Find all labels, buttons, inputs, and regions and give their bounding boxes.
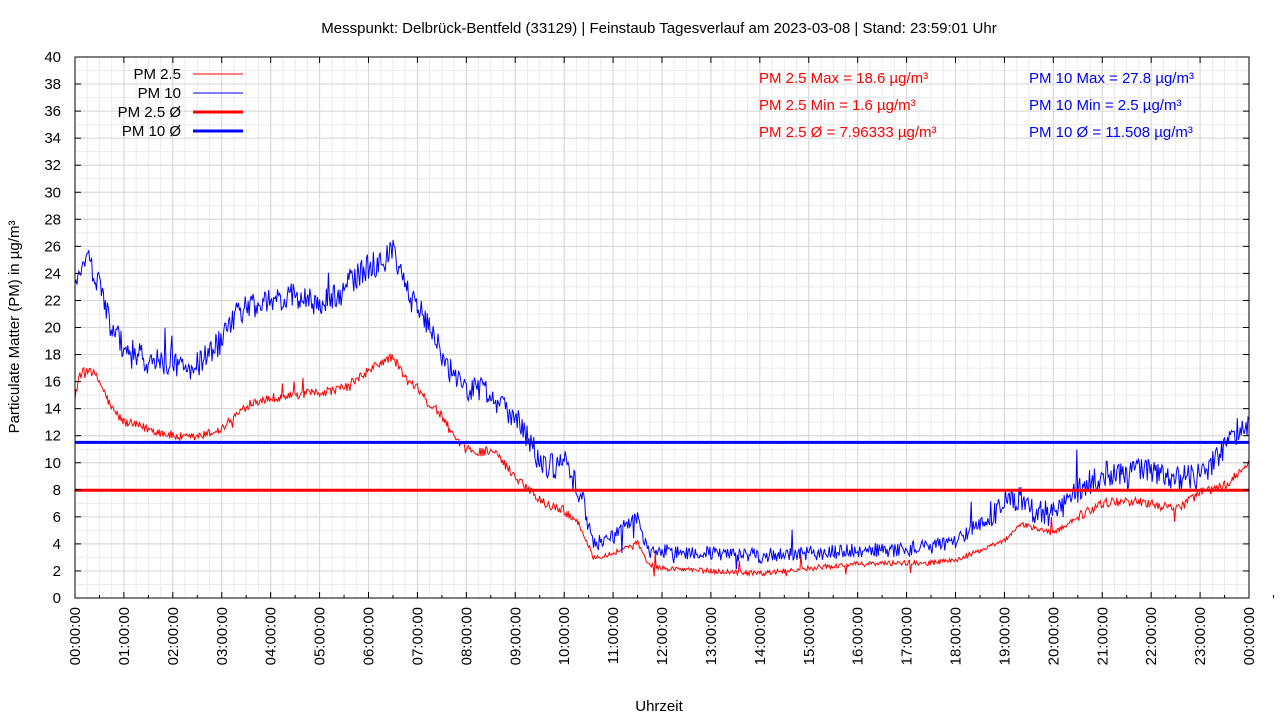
legend-label-pm10: PM 10 xyxy=(138,85,181,102)
y-tick-label: 14 xyxy=(44,401,61,418)
x-tick-label: 02:00:00 xyxy=(165,607,182,665)
y-tick-label: 10 xyxy=(44,455,61,472)
x-tick-label: 09:00:00 xyxy=(507,607,524,665)
y-tick-label: 6 xyxy=(53,509,61,526)
pm25-max-annotation: PM 2.5 Max = 18.6 µg/m³ xyxy=(759,70,928,87)
stats-annotations: PM 2.5 Max = 18.6 µg/m³ PM 2.5 Min = 1.6… xyxy=(759,70,1194,141)
x-tick-label: 11:00:00 xyxy=(605,607,622,664)
x-tick-label: 19:00:00 xyxy=(996,607,1013,665)
x-tick-label: 01:00:00 xyxy=(116,607,133,665)
x-axis-label: Uhrzeit xyxy=(635,698,683,715)
x-tick-label: 03:00:00 xyxy=(214,607,231,665)
x-tick-label: 00:00:00 xyxy=(1241,607,1258,665)
axis-ticks xyxy=(74,56,1274,599)
y-tick-label: 32 xyxy=(44,157,61,174)
y-axis-label: Particulate Matter (PM) in µg/m³ xyxy=(6,221,23,434)
y-tick-label: 20 xyxy=(44,320,61,337)
y-tick-label: 22 xyxy=(44,292,61,309)
legend: PM 2.5 PM 10 PM 2.5 Ø PM 10 Ø xyxy=(118,66,243,140)
series-line-pm10 xyxy=(74,239,1250,570)
y-tick-label: 0 xyxy=(53,590,61,607)
x-tick-label: 05:00:00 xyxy=(312,607,329,665)
x-tick-label: 00:00:00 xyxy=(67,607,84,665)
x-tick-label: 20:00:00 xyxy=(1045,607,1062,665)
y-tick-label: 28 xyxy=(44,211,61,228)
x-tick-label: 21:00:00 xyxy=(1094,607,1111,665)
pm10-min-annotation: PM 10 Min = 2.5 µg/m³ xyxy=(1029,97,1181,114)
y-tick-label: 24 xyxy=(44,265,61,282)
y-tick-label: 36 xyxy=(44,103,61,120)
y-tick-label: 8 xyxy=(53,482,61,499)
x-tick-label: 18:00:00 xyxy=(948,607,965,665)
x-tick-label: 17:00:00 xyxy=(899,607,916,665)
x-tick-label: 07:00:00 xyxy=(409,607,426,665)
y-tick-label: 4 xyxy=(53,536,61,553)
chart-title: Messpunkt: Delbrück-Bentfeld (33129) | F… xyxy=(321,20,996,37)
series-line-pm25 xyxy=(74,353,1250,578)
x-tick-label: 06:00:00 xyxy=(361,607,378,665)
x-tick-label: 23:00:00 xyxy=(1192,607,1209,665)
pm25-avg-annotation: PM 2.5 Ø = 7.96333 µg/m³ xyxy=(759,124,936,141)
y-tick-label: 30 xyxy=(44,184,61,201)
pm25-min-annotation: PM 2.5 Min = 1.6 µg/m³ xyxy=(759,97,916,114)
x-tick-label: 16:00:00 xyxy=(850,607,867,665)
x-tick-label: 14:00:00 xyxy=(752,607,769,665)
y-tick-label: 34 xyxy=(44,130,61,147)
y-tick-label: 38 xyxy=(44,76,61,93)
x-tick-label: 15:00:00 xyxy=(801,607,818,665)
series-layer xyxy=(74,239,1250,578)
x-tick-labels: 00:00:00 01:00:00 02:00:00 03:00:00 04:00:00… xyxy=(67,607,1258,665)
x-tick-label: 12:00:00 xyxy=(654,607,671,665)
x-tick-label: 04:00:00 xyxy=(263,607,280,665)
legend-label-pm25-avg: PM 2.5 Ø xyxy=(118,104,182,121)
y-tick-label: 26 xyxy=(44,238,61,255)
x-tick-label: 08:00:00 xyxy=(458,607,475,665)
pm10-avg-annotation: PM 10 Ø = 11.508 µg/m³ xyxy=(1029,124,1193,141)
pm10-max-annotation: PM 10 Max = 27.8 µg/m³ xyxy=(1029,70,1194,87)
x-tick-label: 10:00:00 xyxy=(556,607,573,665)
y-tick-label: 18 xyxy=(44,347,61,364)
y-tick-label: 16 xyxy=(44,374,61,391)
legend-label-pm10-avg: PM 10 Ø xyxy=(122,123,182,140)
y-tick-label: 40 xyxy=(44,49,61,66)
x-tick-label: 13:00:00 xyxy=(703,607,720,665)
legend-label-pm25: PM 2.5 xyxy=(133,66,181,83)
y-tick-label: 2 xyxy=(53,563,61,580)
y-tick-label: 12 xyxy=(44,428,61,445)
x-tick-label: 22:00:00 xyxy=(1143,607,1160,665)
